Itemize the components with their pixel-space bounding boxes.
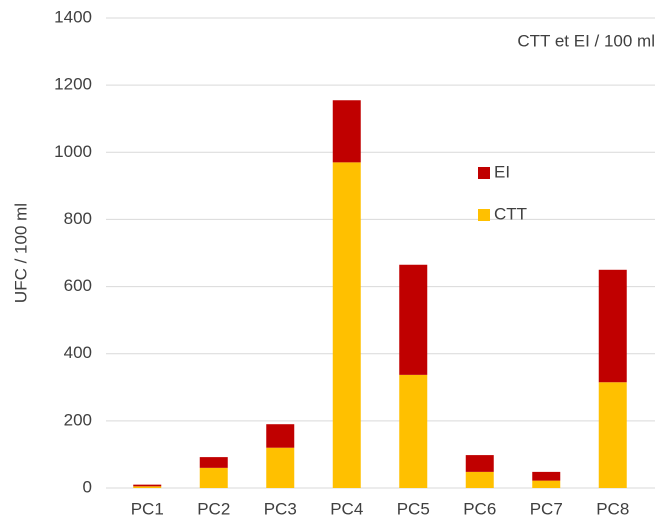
x-tick-label: PC7 <box>530 499 563 518</box>
y-tick-label: 400 <box>64 343 92 362</box>
legend-swatch <box>478 167 490 179</box>
bar-segment <box>133 486 162 488</box>
bar-segment <box>399 374 428 488</box>
bar-segment <box>266 447 295 488</box>
bar-segment <box>598 382 627 488</box>
chart-title: CTT et EI / 100 ml <box>517 31 655 50</box>
legend-swatch <box>478 209 490 221</box>
x-tick-label: PC1 <box>131 499 164 518</box>
y-tick-label: 1400 <box>54 7 92 26</box>
y-tick-label: 1000 <box>54 142 92 161</box>
x-tick-label: PC3 <box>264 499 297 518</box>
legend-label: EI <box>494 162 510 181</box>
bar-segment <box>399 264 428 375</box>
bar-segment <box>465 455 494 472</box>
bar-segment <box>598 269 627 383</box>
y-tick-label: 600 <box>64 276 92 295</box>
bar-segment <box>199 457 228 468</box>
bar-segment <box>465 471 494 488</box>
y-tick-label: 800 <box>64 209 92 228</box>
bar-segment <box>266 424 295 448</box>
bar-segment <box>532 480 561 488</box>
x-tick-label: PC5 <box>397 499 430 518</box>
bar-segment <box>332 100 361 163</box>
x-tick-label: PC6 <box>463 499 496 518</box>
x-tick-label: PC2 <box>197 499 230 518</box>
y-tick-label: 0 <box>83 477 92 496</box>
x-tick-label: PC4 <box>330 499 363 518</box>
bar-segment <box>332 162 361 488</box>
y-tick-label: 1200 <box>54 75 92 94</box>
bar-segment <box>133 484 162 487</box>
x-tick-label: PC8 <box>596 499 629 518</box>
legend-label: CTT <box>494 204 527 223</box>
y-axis-label: UFC / 100 ml <box>11 203 30 303</box>
bar-segment <box>532 471 561 481</box>
bar-segment <box>199 467 228 488</box>
y-tick-label: 200 <box>64 410 92 429</box>
